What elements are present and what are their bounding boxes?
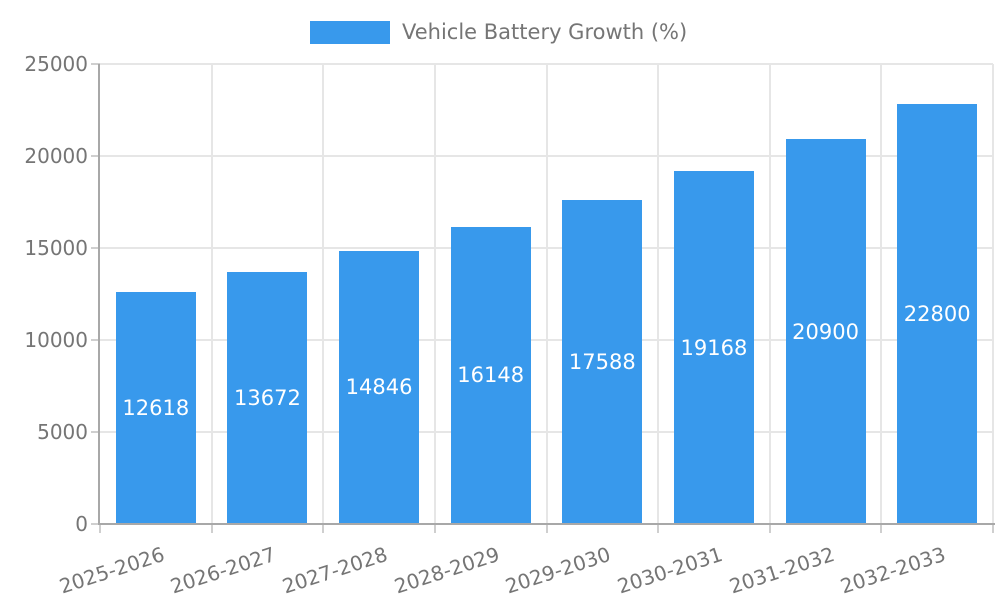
x-gridline (880, 64, 883, 524)
bar: 14846 (339, 250, 420, 524)
bar: 19168 (673, 171, 754, 524)
y-axis-label: 5000 (37, 420, 88, 444)
bar-value-label: 17588 (568, 350, 636, 375)
x-tick (99, 524, 101, 533)
y-axis-label: 20000 (24, 144, 88, 168)
x-gridline (545, 64, 548, 524)
y-axis-label: 15000 (24, 236, 88, 260)
x-axis-line (98, 523, 995, 525)
x-axis-label: 2027-2028 (279, 542, 391, 599)
x-gridline (210, 64, 213, 524)
x-tick (433, 524, 436, 533)
y-tick (91, 247, 100, 249)
bar: 13672 (227, 272, 308, 524)
x-tick (322, 524, 325, 533)
x-tick (768, 524, 771, 533)
legend-color-swatch (310, 21, 390, 44)
bar: 12618 (115, 291, 196, 524)
bar-value-label: 16148 (457, 363, 525, 388)
x-gridline (657, 64, 660, 524)
x-tick (657, 524, 660, 533)
x-tick (992, 524, 994, 533)
x-axis-label: 2028-2029 (391, 542, 503, 599)
bar-value-label: 12618 (122, 395, 190, 420)
y-tick (91, 63, 100, 65)
x-tick (210, 524, 213, 533)
y-tick (91, 339, 100, 341)
bar: 16148 (450, 226, 531, 524)
x-axis-label: 2030-2031 (614, 542, 726, 599)
bar-value-label: 14846 (345, 375, 413, 400)
bar: 17588 (562, 200, 643, 524)
x-axis-label: 2026-2027 (167, 542, 279, 599)
bar: 22800 (897, 104, 978, 524)
chart-legend[interactable]: Vehicle Battery Growth (%) (310, 21, 687, 44)
y-tick (91, 431, 100, 433)
x-axis-label: 2032-2033 (837, 542, 949, 599)
y-axis-line (98, 64, 100, 524)
bar: 20900 (785, 139, 866, 524)
legend-label: Vehicle Battery Growth (%) (402, 20, 688, 44)
x-gridline (322, 64, 325, 524)
y-axis-label: 25000 (24, 52, 88, 76)
y-axis-label: 0 (75, 512, 88, 536)
x-tick (880, 524, 883, 533)
x-tick (545, 524, 548, 533)
y-tick (91, 523, 100, 525)
x-gridline (768, 64, 771, 524)
x-gridline (992, 64, 994, 524)
y-tick (91, 155, 100, 157)
y-axis-label: 10000 (24, 328, 88, 352)
x-axis-label: 2029-2030 (502, 542, 614, 599)
x-axis-label: 2031-2032 (725, 542, 837, 599)
x-gridline (433, 64, 436, 524)
bar-value-label: 20900 (792, 319, 859, 344)
bar-value-label: 19168 (680, 335, 748, 360)
x-axis-label: 2025-2026 (56, 542, 168, 599)
bar-value-label: 22800 (903, 302, 971, 327)
bar-value-label: 13672 (234, 386, 301, 411)
